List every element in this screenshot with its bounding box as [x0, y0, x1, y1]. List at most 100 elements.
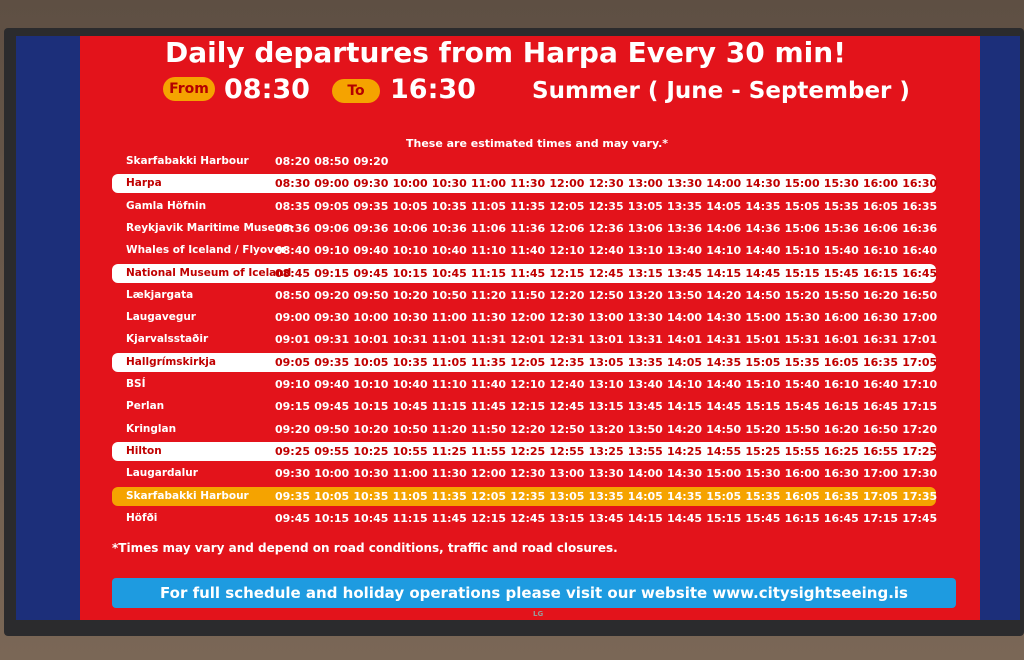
stop-name: BSÍ	[126, 378, 146, 390]
departure-time: 16:45	[863, 400, 899, 414]
departure-time: 10:50	[392, 422, 428, 436]
departure-time: 16:55	[863, 444, 899, 458]
departure-time: 10:20	[353, 422, 389, 436]
departure-time: 17:30	[902, 467, 938, 481]
departure-time: 09:00	[275, 311, 311, 325]
departure-time: 16:30	[902, 177, 938, 191]
departure-time: 12:35	[549, 355, 585, 369]
departure-time: 16:10	[823, 378, 859, 391]
departure-time: 16:15	[784, 511, 820, 525]
departure-time: 11:50	[510, 288, 546, 302]
departure-time: 09:30	[353, 177, 389, 191]
departure-time: 13:35	[588, 489, 624, 503]
departure-time: 13:05	[627, 199, 663, 213]
departure-time: 09:35	[314, 355, 350, 369]
departure-time: 13:40	[627, 378, 663, 391]
departure-time: 12:01	[510, 333, 546, 347]
departure-time: 09:50	[353, 288, 389, 302]
departure-time: 08:20	[275, 155, 311, 168]
departure-time: 17:25	[902, 444, 938, 458]
departure-time: 09:05	[275, 355, 311, 369]
departure-time: 15:35	[745, 489, 781, 503]
departure-time: 13:20	[588, 422, 624, 436]
departure-time: 09:20	[275, 422, 311, 436]
departure-time: 14:00	[667, 311, 703, 325]
departure-time: 10:30	[353, 467, 389, 481]
timetable-row: Gamla Höfnin 08:35 09:05 09:35 10:05 10:35 11:…	[112, 197, 937, 216]
departure-time: 10:45	[392, 400, 428, 414]
departure-time: 13:20	[627, 288, 663, 302]
departure-time: 14:30	[745, 177, 781, 191]
departure-time: 13:30	[588, 467, 624, 481]
departure-time: 14:15	[667, 400, 703, 414]
departure-time: 09:15	[275, 400, 311, 414]
tv-brand: LG	[533, 610, 544, 618]
departure-time: 09:45	[275, 511, 311, 525]
departure-time: 09:45	[353, 266, 389, 280]
stop-name: Hallgrímskirkja	[126, 355, 216, 368]
departure-time: 11:30	[431, 467, 467, 481]
departure-time: 13:45	[627, 400, 663, 414]
departure-time: 16:30	[863, 311, 899, 325]
footer-note: *Times may vary and depend on road condi…	[112, 541, 618, 555]
departure-time: 15:25	[745, 444, 781, 458]
departure-time: 10:31	[392, 333, 428, 347]
departure-time: 14:30	[667, 467, 703, 481]
departure-time: 12:45	[510, 511, 546, 525]
departure-time: 12:20	[510, 422, 546, 436]
departure-time: 13:45	[588, 511, 624, 525]
departure-time: 14:50	[706, 422, 742, 436]
departure-time: 16:20	[863, 288, 899, 302]
from-label: From	[163, 77, 215, 101]
stop-name: Kringlan	[126, 422, 177, 435]
departure-time: 12:05	[510, 355, 546, 369]
departure-time: 13:06	[627, 221, 663, 235]
departure-time: 09:15	[314, 266, 350, 280]
departure-time: 12:15	[510, 400, 546, 414]
departure-time: 16:00	[863, 177, 899, 191]
departure-time: 16:31	[863, 333, 899, 347]
departure-time: 08:45	[275, 266, 311, 280]
departure-time: 15:10	[784, 244, 820, 258]
departure-time: 16:00	[784, 467, 820, 481]
departure-time: 16:00	[823, 311, 859, 325]
departure-time: 16:35	[823, 489, 859, 503]
departure-time: 15:36	[823, 221, 859, 235]
timetable-row: National Museum of Iceland 08:45 09:15 09:4…	[112, 263, 937, 283]
departure-time: 12:40	[549, 378, 585, 391]
departure-time: 16:25	[823, 444, 859, 458]
departure-time: 14:06	[706, 221, 742, 235]
departure-time: 10:35	[392, 355, 428, 369]
departure-time: 11:15	[471, 266, 507, 280]
departure-time: 10:36	[431, 221, 467, 235]
departure-time: 16:05	[823, 355, 859, 369]
stop-name: Skarfabakki Harbour	[126, 155, 249, 167]
departure-time: 12:15	[471, 511, 507, 525]
departure-time: 15:10	[745, 378, 781, 391]
departure-time: 12:45	[549, 400, 585, 414]
departure-time: 14:00	[627, 467, 663, 481]
departure-time: 12:00	[471, 467, 507, 481]
departure-time: 17:35	[902, 489, 938, 503]
departure-time: 16:01	[823, 333, 859, 347]
departure-time: 14:30	[706, 311, 742, 325]
departure-time: 13:05	[549, 489, 585, 503]
departure-time: 09:10	[275, 378, 311, 391]
departure-time: 11:36	[510, 221, 546, 235]
departure-time: 14:05	[706, 199, 742, 213]
departure-time: 10:00	[353, 311, 389, 325]
departure-time: 08:30	[275, 177, 311, 191]
departure-time: 17:45	[902, 511, 938, 525]
departure-time: 13:00	[549, 467, 585, 481]
departure-time: 11:01	[431, 333, 467, 347]
stop-name: Lækjargata	[126, 288, 194, 301]
departure-time: 14:35	[706, 355, 742, 369]
departure-time: 17:05	[863, 489, 899, 503]
stop-name: Perlan	[126, 400, 165, 413]
departure-time: 10:40	[431, 244, 467, 258]
departure-time: 11:15	[431, 400, 467, 414]
timetable-row: Kjarvalsstaðir 09:01 09:31 10:01 10:31 11:01 1…	[112, 330, 937, 349]
departure-time: 15:00	[706, 467, 742, 481]
departure-time: 13:35	[627, 355, 663, 369]
